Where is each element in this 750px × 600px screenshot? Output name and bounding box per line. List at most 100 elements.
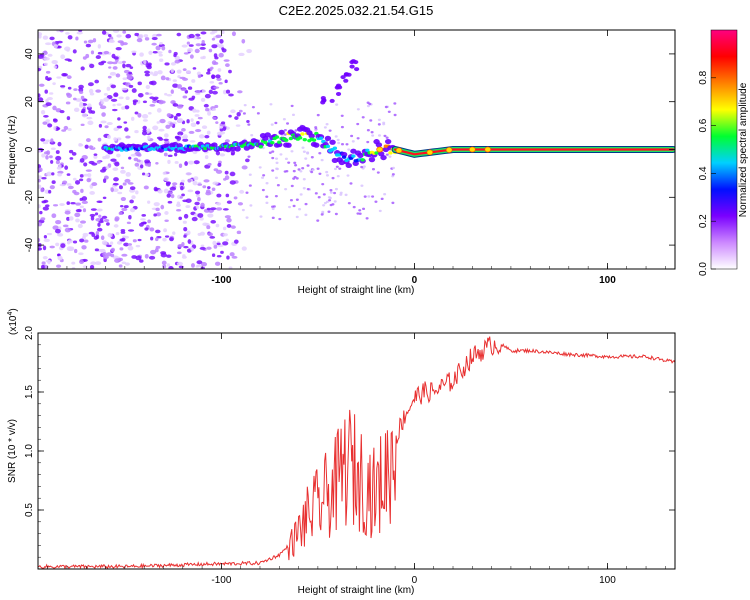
spectrogram-ridge-peak bbox=[376, 146, 383, 153]
spectrogram-ridge-cell bbox=[300, 132, 305, 136]
spectrogram-ridge-cell bbox=[313, 142, 320, 148]
spectrogram-cell bbox=[96, 227, 103, 232]
spectrogram-cell bbox=[272, 205, 276, 208]
spectrogram-cell bbox=[360, 165, 364, 169]
spectrogram-cell bbox=[290, 150, 294, 153]
spectrogram-cell bbox=[55, 150, 60, 155]
spectrogram-ridge-peak bbox=[484, 146, 492, 153]
spectrogram-cell bbox=[233, 196, 238, 200]
spectrogram-cell bbox=[56, 40, 63, 44]
spectrogram-ridge-cell bbox=[365, 148, 370, 152]
spectrogram-cell bbox=[207, 186, 211, 190]
spectrogram-cell bbox=[116, 125, 123, 129]
spectrogram-cell bbox=[388, 155, 392, 158]
spectrogram-cell bbox=[122, 182, 127, 186]
spectrogram-cell bbox=[45, 102, 52, 107]
spectrogram-cell bbox=[302, 178, 306, 181]
spectrogram-cell bbox=[149, 103, 156, 107]
spectrogram-cell bbox=[246, 48, 253, 54]
spectrogram-cell bbox=[265, 181, 269, 185]
spectrogram-cell bbox=[283, 133, 287, 136]
spectrogram-cell bbox=[226, 255, 230, 260]
spectrogram-cell bbox=[106, 244, 112, 248]
spectrogram-cell bbox=[200, 43, 206, 46]
spectrogram-cell bbox=[176, 251, 182, 255]
spectrogram-cell bbox=[83, 162, 88, 167]
spectrogram-cell bbox=[201, 261, 208, 267]
spectrogram-cell bbox=[156, 108, 162, 113]
snr-y-tick-label: 1.0 bbox=[24, 444, 35, 458]
spectrogram-cell bbox=[144, 227, 149, 231]
spectrogram-cell bbox=[243, 103, 247, 107]
spectrogram-ridge-cell bbox=[388, 151, 393, 155]
spectrogram-cell bbox=[40, 187, 44, 193]
spectrogram-cell bbox=[159, 58, 164, 63]
spectrogram-cell bbox=[285, 170, 289, 173]
spectrogram-cell bbox=[230, 109, 236, 114]
spectrogram-cell bbox=[215, 34, 222, 38]
spectrogram-cell bbox=[237, 202, 244, 206]
spectrogram-cell bbox=[77, 223, 83, 229]
spectrogram-cell bbox=[314, 129, 318, 132]
spectrogram-cell bbox=[318, 172, 322, 175]
spectrogram-cell bbox=[183, 226, 188, 232]
spectrogram-cell bbox=[144, 173, 150, 177]
spectrogram-cell bbox=[218, 125, 223, 129]
spectrogram-ridge-cell bbox=[375, 142, 383, 148]
spectrogram-cell bbox=[167, 154, 173, 158]
spectrogram-cell bbox=[169, 237, 174, 242]
spectrogram-cell bbox=[47, 123, 53, 128]
spectrogram-cell bbox=[127, 182, 134, 185]
spectrogram-cell bbox=[361, 116, 365, 119]
spectrogram-cell bbox=[139, 52, 144, 57]
spectrogram-cell bbox=[238, 109, 243, 113]
spectrogram-cell bbox=[347, 148, 351, 151]
snr-y-multiplier: (x104) bbox=[7, 308, 19, 335]
spectrogram-cell bbox=[102, 251, 107, 257]
spectrogram-cell bbox=[53, 65, 57, 69]
spectrogram-cell bbox=[173, 51, 178, 56]
spectrogram-cell bbox=[185, 198, 192, 203]
spectrogram-cell bbox=[145, 84, 151, 90]
spectrogram-ridge-cell bbox=[202, 146, 208, 151]
spectrogram-cell bbox=[222, 233, 228, 237]
spectrogram-cell bbox=[95, 234, 100, 240]
spectrogram-cell bbox=[241, 165, 248, 170]
spectrogram-cell bbox=[181, 128, 186, 132]
spectrogram-y-tick-label: 0 bbox=[24, 146, 35, 152]
spectrogram-cell bbox=[128, 71, 133, 75]
spectrogram-cell bbox=[216, 254, 222, 258]
snr-y-multiplier-exp: 4 bbox=[7, 312, 14, 316]
spectrogram-cell bbox=[290, 184, 294, 188]
spectrogram-ridge-cell bbox=[297, 136, 303, 140]
spectrogram-cell bbox=[172, 231, 176, 235]
spectrogram-cell bbox=[43, 235, 48, 239]
spectrogram-cell bbox=[51, 172, 55, 176]
spectrogram-cell bbox=[149, 71, 154, 75]
spectrogram-cell bbox=[56, 127, 61, 130]
spectrogram-cell bbox=[214, 261, 221, 266]
spectrogram-cell bbox=[191, 95, 196, 100]
spectrogram-cell bbox=[129, 66, 134, 69]
spectrogram-cell bbox=[38, 167, 43, 173]
spectrogram-cell bbox=[123, 235, 129, 239]
spectrogram-cell bbox=[64, 210, 71, 215]
spectrogram-cell bbox=[228, 266, 233, 269]
spectrogram-cell bbox=[367, 195, 371, 198]
spectrogram-cell bbox=[247, 123, 251, 126]
spectrogram-cell bbox=[194, 114, 200, 117]
spectrogram-cell bbox=[120, 169, 126, 174]
spectrogram-ridge-cell bbox=[234, 146, 241, 152]
spectrogram-cell bbox=[201, 89, 206, 93]
spectrogram-ridge-cell bbox=[288, 136, 294, 141]
spectrogram-cell bbox=[157, 70, 163, 75]
spectrogram-cell bbox=[142, 100, 148, 104]
spectrogram-cell bbox=[246, 119, 250, 123]
spectrogram-cell bbox=[42, 35, 49, 40]
spectrogram-ridge-cell bbox=[258, 145, 263, 149]
spectrogram-cell bbox=[217, 162, 222, 167]
spectrogram-cell bbox=[114, 216, 120, 221]
spectrogram-cell bbox=[335, 103, 339, 106]
spectrogram-cell bbox=[213, 244, 218, 249]
spectrogram-branch-cell bbox=[329, 98, 335, 103]
